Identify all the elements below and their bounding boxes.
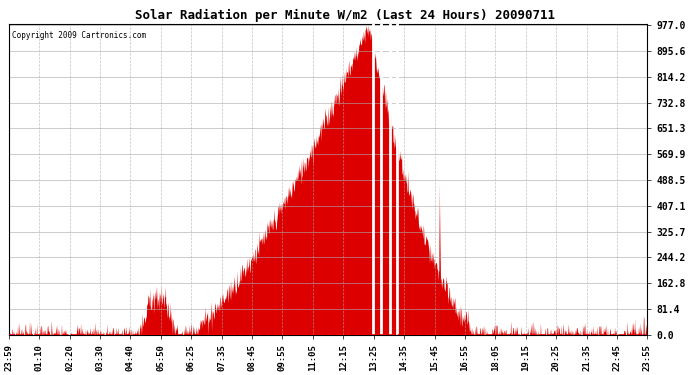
Text: Solar Radiation per Minute W/m2 (Last 24 Hours) 20090711: Solar Radiation per Minute W/m2 (Last 24…	[135, 9, 555, 22]
Text: Copyright 2009 Cartronics.com: Copyright 2009 Cartronics.com	[12, 31, 146, 40]
